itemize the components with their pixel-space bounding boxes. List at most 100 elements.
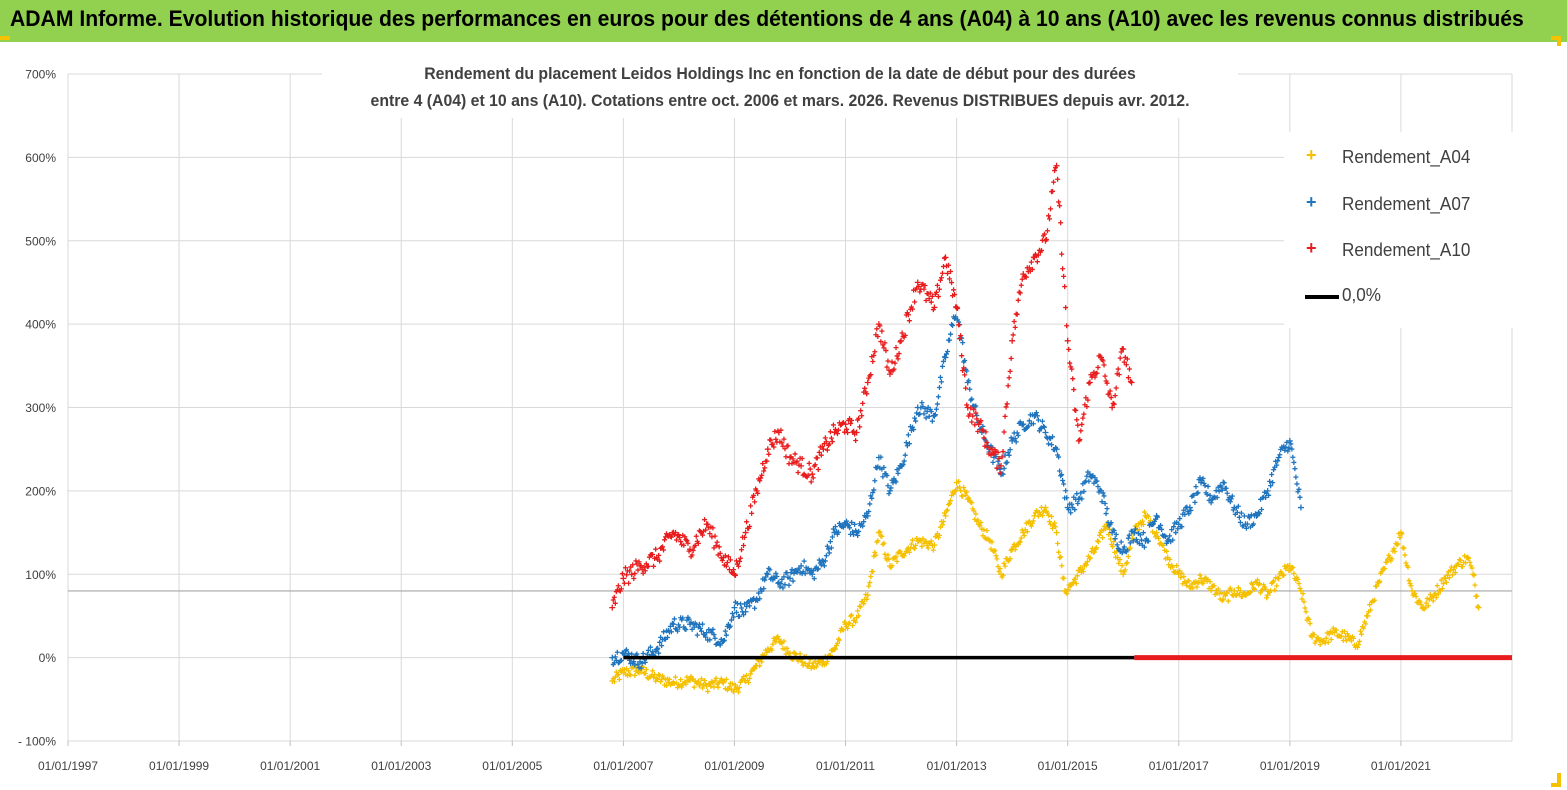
chart-title-line-1: Rendement du placement Leidos Holdings I… [424,64,1136,83]
marker-fill [866,508,872,514]
marker-fill [1123,362,1129,368]
marker-fill [922,406,928,412]
marker-fill [871,487,877,493]
marker-fill [1006,452,1012,458]
marker-fill [1412,590,1418,596]
marker-fill [718,676,724,682]
marker-fill [1101,362,1107,368]
marker-fill [1467,559,1473,565]
marker-fill [763,574,769,580]
marker-fill [643,667,649,673]
marker-fill [928,538,934,544]
marker-fill [778,580,784,586]
marker-fill [1079,421,1085,427]
marker-fill [813,664,819,670]
data-point [864,379,871,386]
x-tick-label: 01/01/2013 [927,759,987,773]
marker-fill [1053,524,1059,530]
marker-fill [826,441,832,447]
marker-fill [1095,539,1101,545]
marker-fill [1377,578,1383,584]
marker-fill [989,539,995,545]
marker-fill [870,569,876,575]
marker-fill [1048,521,1054,527]
corner-marker [1551,36,1561,40]
y-tick-label: 500% [25,234,56,248]
marker-fill [1179,570,1185,576]
marker-fill [708,683,714,689]
marker-fill [752,499,758,505]
marker-fill [808,479,814,485]
marker-fill [1391,546,1397,552]
marker-fill [1275,575,1281,581]
marker-fill [981,435,987,441]
marker-fill [624,572,630,578]
marker-fill [656,672,662,678]
marker-fill [906,318,912,324]
marker-fill [1013,439,1019,445]
marker-fill [1169,527,1175,533]
marker-fill [1100,535,1106,541]
marker-fill [1034,413,1040,419]
x-tick-label: 01/01/2011 [816,759,875,773]
data-point [742,529,749,536]
marker-fill [1433,594,1439,600]
marker-fill [1193,484,1199,490]
marker-fill [1049,514,1055,520]
marker-fill [799,659,805,665]
marker-fill [700,532,706,538]
marker-fill [1229,493,1235,499]
marker-fill [951,491,957,497]
marker-fill [857,603,863,609]
marker-fill [879,328,885,334]
marker-fill [1281,572,1287,578]
data-point [1064,337,1071,344]
marker-fill [805,472,811,478]
marker-fill [727,557,733,563]
marker-fill [698,628,704,634]
marker-fill [1094,370,1100,376]
marker-fill [939,363,945,369]
marker-fill [1310,631,1316,637]
marker-fill [1015,542,1021,548]
marker-fill [1285,563,1291,569]
marker-fill [614,649,620,655]
marker-fill [1112,536,1118,542]
data-point [809,471,816,478]
marker-fill [1066,507,1072,513]
marker-fill [973,511,979,517]
marker-fill [1238,510,1244,516]
marker-fill [1181,574,1187,580]
marker-fill [999,454,1005,460]
corner-marker [1557,773,1561,787]
marker-fill [944,508,950,514]
marker-fill [1119,346,1125,352]
marker-fill [1107,388,1113,394]
marker-fill [1386,552,1392,558]
marker-fill [614,672,620,678]
marker-fill [1368,607,1374,613]
marker-fill [1102,523,1108,529]
marker-fill [834,431,840,437]
performance-chart: 700% 600% 500% 400% 300% 200% 100% 0% - 100% 01/0… [18,68,1513,773]
marker-fill [1408,583,1414,589]
marker-fill [835,636,841,642]
marker-fill [841,420,847,426]
marker-fill [912,415,918,421]
y-tick-label: 100% [25,568,56,582]
marker-fill [835,529,841,535]
marker-fill [877,323,883,329]
marker-fill [657,639,663,645]
marker-fill [1246,590,1252,596]
marker-fill [770,641,776,647]
marker-fill [952,292,958,298]
marker-fill [1124,560,1130,566]
marker-fill [835,427,841,433]
marker-fill [1289,565,1295,571]
marker-fill [693,533,699,539]
marker-fill [822,558,828,564]
data-point [1061,587,1068,594]
marker-fill [919,400,925,406]
marker-fill [895,470,901,476]
marker-fill [941,255,947,261]
